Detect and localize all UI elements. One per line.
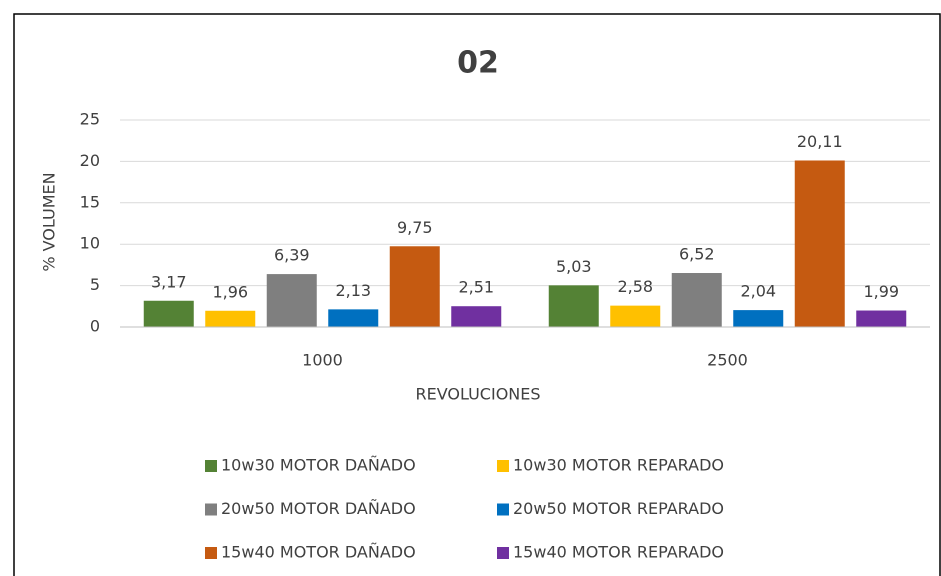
legend-swatch xyxy=(205,547,217,559)
legend-swatch xyxy=(497,460,509,472)
data-label: 2,58 xyxy=(617,277,653,296)
bar xyxy=(671,273,722,327)
bar xyxy=(856,310,907,327)
data-label: 2,04 xyxy=(740,282,776,301)
data-label: 5,03 xyxy=(556,257,592,276)
y-axis-label: % VOLUMEN xyxy=(40,172,59,271)
x-tick-label: 2500 xyxy=(707,351,748,370)
bar xyxy=(451,306,502,327)
data-label: 9,75 xyxy=(397,218,433,237)
chart-title: 02 xyxy=(457,46,499,81)
data-label: 6,52 xyxy=(679,245,715,264)
chart-border xyxy=(13,13,941,576)
y-tick-label: 0 xyxy=(90,317,100,336)
data-label: 2,13 xyxy=(335,281,371,300)
bar xyxy=(548,285,599,327)
data-label: 20,11 xyxy=(797,132,843,151)
bar xyxy=(266,274,317,327)
legend-swatch xyxy=(497,503,509,516)
legend-label: 10w30 MOTOR REPARADO xyxy=(513,456,724,475)
x-axis-label: REVOLUCIONES xyxy=(415,385,540,404)
y-tick-label: 20 xyxy=(80,151,100,170)
bar xyxy=(610,305,661,327)
y-tick-label: 5 xyxy=(90,275,100,294)
legend-swatch xyxy=(205,503,217,516)
data-label: 3,17 xyxy=(151,272,187,291)
y-tick-label: 15 xyxy=(80,192,100,211)
bar xyxy=(389,246,440,327)
bar xyxy=(733,310,784,327)
bar xyxy=(143,300,194,327)
data-label: 1,99 xyxy=(863,282,899,301)
legend-label: 20w50 MOTOR REPARADO xyxy=(513,499,724,518)
x-tick-label: 1000 xyxy=(302,351,343,370)
y-tick-label: 10 xyxy=(80,234,100,253)
legend-label: 20w50 MOTOR DAÑADO xyxy=(221,499,416,518)
legend-swatch xyxy=(205,460,217,472)
bar xyxy=(328,309,379,327)
data-label: 1,96 xyxy=(212,282,248,301)
legend-label: 15w40 MOTOR DAÑADO xyxy=(221,543,416,562)
legend-swatch xyxy=(497,547,509,559)
data-label: 6,39 xyxy=(274,246,310,265)
bar xyxy=(205,310,256,327)
y-tick-label: 25 xyxy=(80,110,100,129)
legend-label: 15w40 MOTOR REPARADO xyxy=(513,543,724,562)
bar xyxy=(794,160,845,327)
data-label: 2,51 xyxy=(458,278,494,297)
legend-label: 10w30 MOTOR DAÑADO xyxy=(221,456,416,475)
